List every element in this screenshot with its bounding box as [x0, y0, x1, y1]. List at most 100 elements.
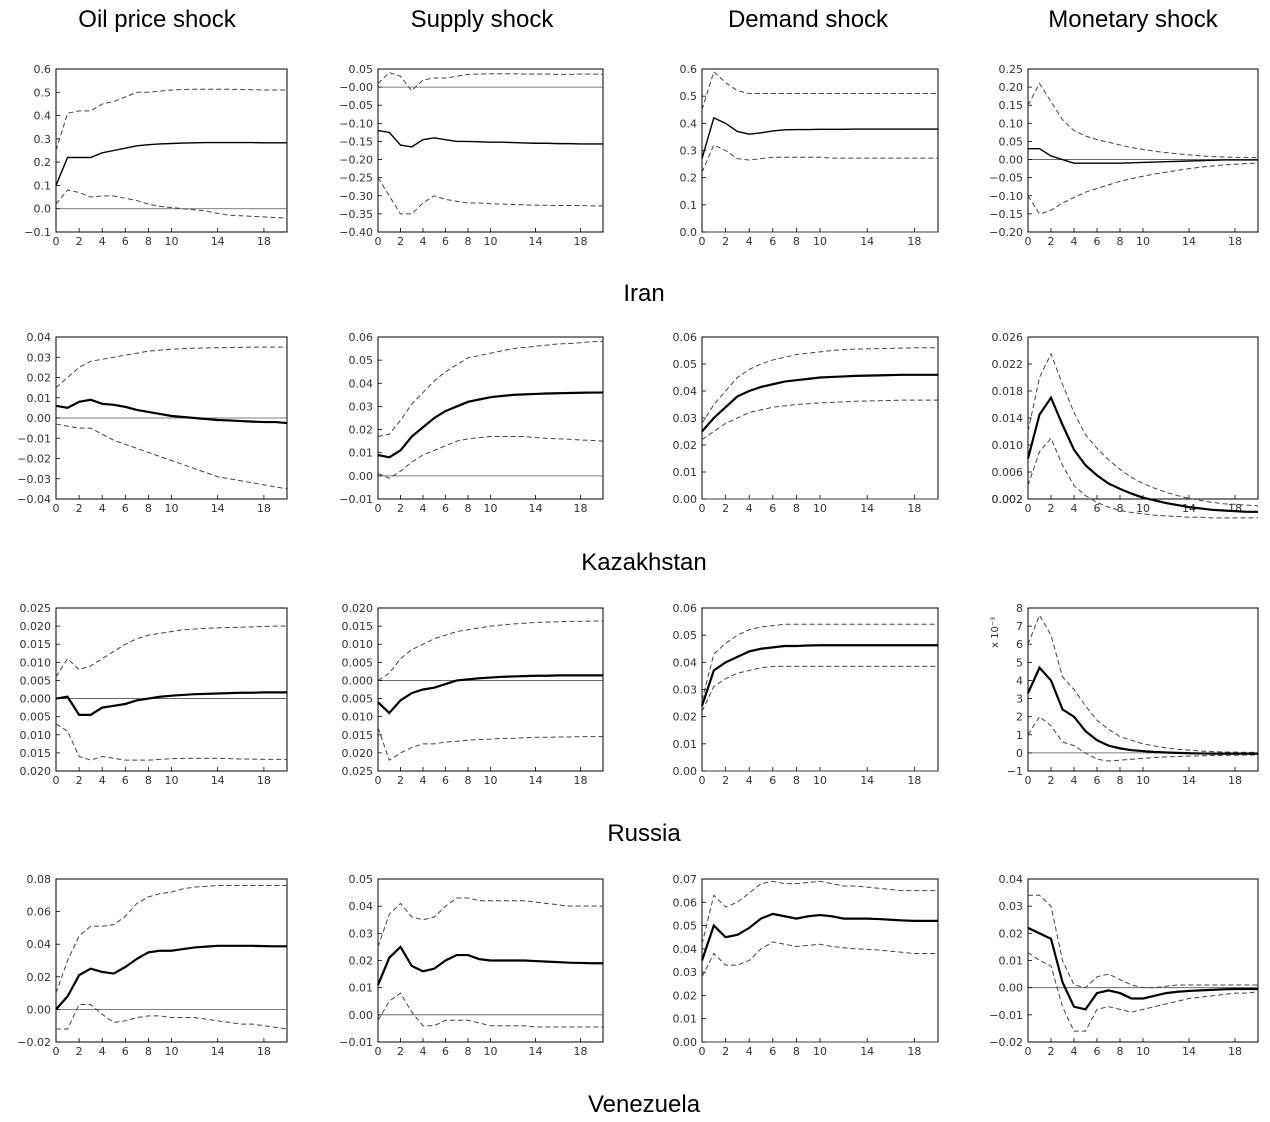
- x-tick-label: 18: [257, 774, 271, 787]
- y-tick-label: −1: [1007, 765, 1023, 778]
- y-tick-label: 0.20: [999, 81, 1024, 94]
- response-line: [1026, 665, 1258, 755]
- y-tick-label: 0.04: [349, 900, 374, 913]
- x-tick-label: 6: [122, 774, 129, 787]
- y-tick-label: −0.05: [989, 172, 1023, 185]
- x-tick-label: 0: [699, 502, 706, 515]
- lower-band-line: [55, 723, 287, 761]
- x-tick-label: 2: [397, 235, 404, 248]
- y-tick-label: 0.03: [27, 351, 52, 364]
- y-tick-label: 0.00: [673, 1036, 698, 1049]
- upper-band-line: [377, 897, 603, 948]
- y-tick-label: 0.07: [673, 873, 698, 886]
- x-tick-label: 0: [1025, 1045, 1032, 1058]
- y-tick-label: 0.00: [27, 1003, 52, 1016]
- x-tick-label: 6: [122, 235, 129, 248]
- response-line: [701, 373, 938, 433]
- y-tick-label: 0.000: [342, 674, 374, 687]
- y-tick-label: 0.03: [673, 966, 698, 979]
- x-tick-label: 0: [1025, 774, 1032, 787]
- upper-band-line: [1027, 352, 1259, 507]
- panel-rus-supply: 0.020 0.015 0.010 0.005 0.000 0.005 0.010 0.015…: [342, 602, 604, 787]
- x-tick-label: 10: [1136, 502, 1150, 515]
- y-tick-label: 0.005: [20, 711, 52, 724]
- x-tick-label: 4: [420, 1045, 427, 1058]
- y-tick-label: 0.010: [342, 711, 374, 724]
- y-tick-label: 4: [1016, 674, 1023, 687]
- y-tick-label: 0.026: [992, 331, 1024, 344]
- x-tick-label: 6: [1094, 235, 1101, 248]
- panel-frame: [55, 607, 288, 772]
- y-tick-label: 0.25: [999, 63, 1024, 76]
- y-tick-label: 8: [1016, 602, 1023, 615]
- x-tick-label: 4: [420, 235, 427, 248]
- x-tick-label: 0: [53, 1045, 60, 1058]
- x-tick-label: 18: [257, 1045, 271, 1058]
- y-tick-label: −0.25: [339, 172, 373, 185]
- panel-iran-supply: 0.05 −0.00 −0.05 −0.10 −0.15 −0.20 −0.25 −0.30 −…: [339, 63, 604, 248]
- x-tick-label: 4: [1071, 502, 1078, 515]
- x-tick-label: 10: [484, 1045, 498, 1058]
- y-tick-label: 0.02: [999, 927, 1024, 940]
- y-tick-label: 0.025: [20, 602, 52, 615]
- x-tick-label: 2: [722, 1045, 729, 1058]
- y-tick-label: 0.04: [673, 656, 698, 669]
- lower-band-line: [701, 941, 938, 978]
- x-tick-label: 18: [574, 1045, 588, 1058]
- upper-band-line: [55, 885, 287, 994]
- x-tick-label: 2: [1048, 774, 1055, 787]
- x-tick-label: 6: [769, 235, 776, 248]
- panel-frame: [377, 336, 604, 500]
- y-tick-label: 0.04: [27, 331, 52, 344]
- response-line: [55, 398, 288, 425]
- x-tick-label: 0: [1025, 502, 1032, 515]
- y-tick-label: 0.000: [20, 693, 52, 706]
- x-tick-label: 6: [769, 1045, 776, 1058]
- y-tick-label: 0.002: [992, 493, 1024, 506]
- y-tick-label: −0.20: [339, 154, 373, 167]
- y-tick-label: 0.05: [349, 63, 374, 76]
- y-tick-label: 0.01: [27, 392, 52, 405]
- y-tick-label: −0.10: [339, 117, 373, 130]
- y-tick-label: 0.006: [992, 466, 1024, 479]
- y-tick-label: 0.10: [999, 117, 1024, 130]
- y-tick-label: 0.010: [992, 439, 1024, 452]
- y-tick-label: 0: [1016, 747, 1023, 760]
- y-tick-label: 0.03: [349, 400, 374, 413]
- x-tick-label: 6: [442, 502, 449, 515]
- x-tick-label: 10: [813, 774, 827, 787]
- x-tick-label: 8: [465, 1045, 472, 1058]
- y-tick-label: 0.05: [673, 920, 698, 933]
- x-tick-label: 18: [257, 235, 271, 248]
- y-tick-label: 0.01: [673, 466, 698, 479]
- panel-frame: [1027, 607, 1259, 772]
- x-tick-label: 0: [699, 1045, 706, 1058]
- y-tick-label: −0.03: [17, 473, 51, 486]
- y-tick-label: 0.002: [992, 493, 1024, 506]
- lower-band-line: [701, 144, 938, 173]
- x-tick-label: 14: [1182, 1045, 1196, 1058]
- response-line: [55, 141, 287, 186]
- x-tick-label: 18: [574, 774, 588, 787]
- column-header-demand-shock: Demand shock: [727, 6, 889, 33]
- y-tick-label: 2: [1016, 711, 1023, 724]
- y-tick-label: 0.025: [342, 765, 374, 778]
- y-tick-label: 0.5: [680, 90, 698, 103]
- y-tick-label: 0.06: [27, 906, 52, 919]
- y-tick-label: −0.35: [339, 208, 373, 221]
- x-tick-label: 10: [1136, 774, 1150, 787]
- y-tick-label: 0.3: [34, 133, 52, 146]
- x-tick-label: 14: [860, 1045, 874, 1058]
- y-tick-label: 0.4: [34, 110, 52, 123]
- y-tick-label: −0.01: [17, 432, 51, 445]
- x-tick-label: 14: [529, 1045, 543, 1058]
- x-tick-label: 6: [1094, 502, 1101, 515]
- x-tick-label: 8: [145, 502, 152, 515]
- x-tick-label: 0: [53, 235, 60, 248]
- y-tick-label: −0.05: [339, 99, 373, 112]
- lower-band-line: [377, 992, 603, 1028]
- x-tick-label: 18: [907, 502, 921, 515]
- x-tick-label: 14: [529, 502, 543, 515]
- y-tick-label: 0.010: [20, 656, 52, 669]
